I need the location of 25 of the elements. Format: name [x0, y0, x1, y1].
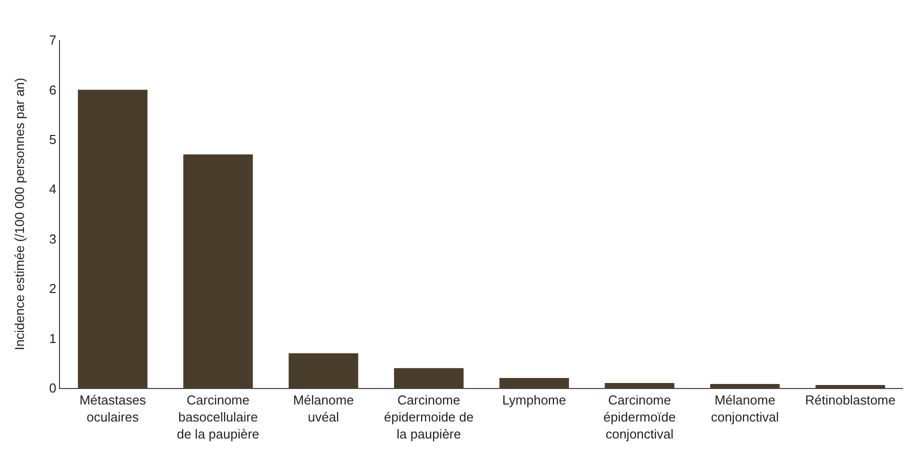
bar: [394, 368, 464, 388]
y-tick-label: 4: [49, 182, 56, 197]
x-tick-label: Métastases oculaires: [79, 392, 146, 424]
x-tick-label: Rétinoblastome: [805, 392, 896, 408]
bar: [183, 154, 253, 388]
y-tick-label: 3: [49, 231, 56, 246]
bar: [499, 378, 569, 388]
x-tick-label: Lymphome: [502, 392, 566, 408]
bar: [288, 353, 358, 388]
bar: [710, 384, 780, 388]
y-tick-label: 2: [49, 281, 56, 296]
y-tick-label: 6: [49, 82, 56, 98]
x-tick-label: Carcinome épidermoide de la paupière: [384, 392, 474, 442]
bar: [816, 385, 886, 388]
x-tick-label: Mélanome uvéal: [293, 392, 354, 424]
x-tick-label: Mélanome conjonctival: [710, 392, 780, 424]
bar: [78, 90, 148, 388]
y-axis-title: Incidence estimée (/100 000 personnes par an): [12, 78, 27, 350]
y-tick-label: 0: [49, 380, 56, 396]
x-tick-label: Carcinome épidermoïde conjonctival: [603, 392, 676, 442]
bar: [604, 383, 674, 388]
y-tick-label: 1: [49, 330, 56, 346]
y-tick-label: 5: [49, 132, 56, 147]
y-tick-label: 7: [49, 32, 56, 48]
x-tick-label: Carcinome basocellulaire de la paupière: [176, 392, 260, 442]
